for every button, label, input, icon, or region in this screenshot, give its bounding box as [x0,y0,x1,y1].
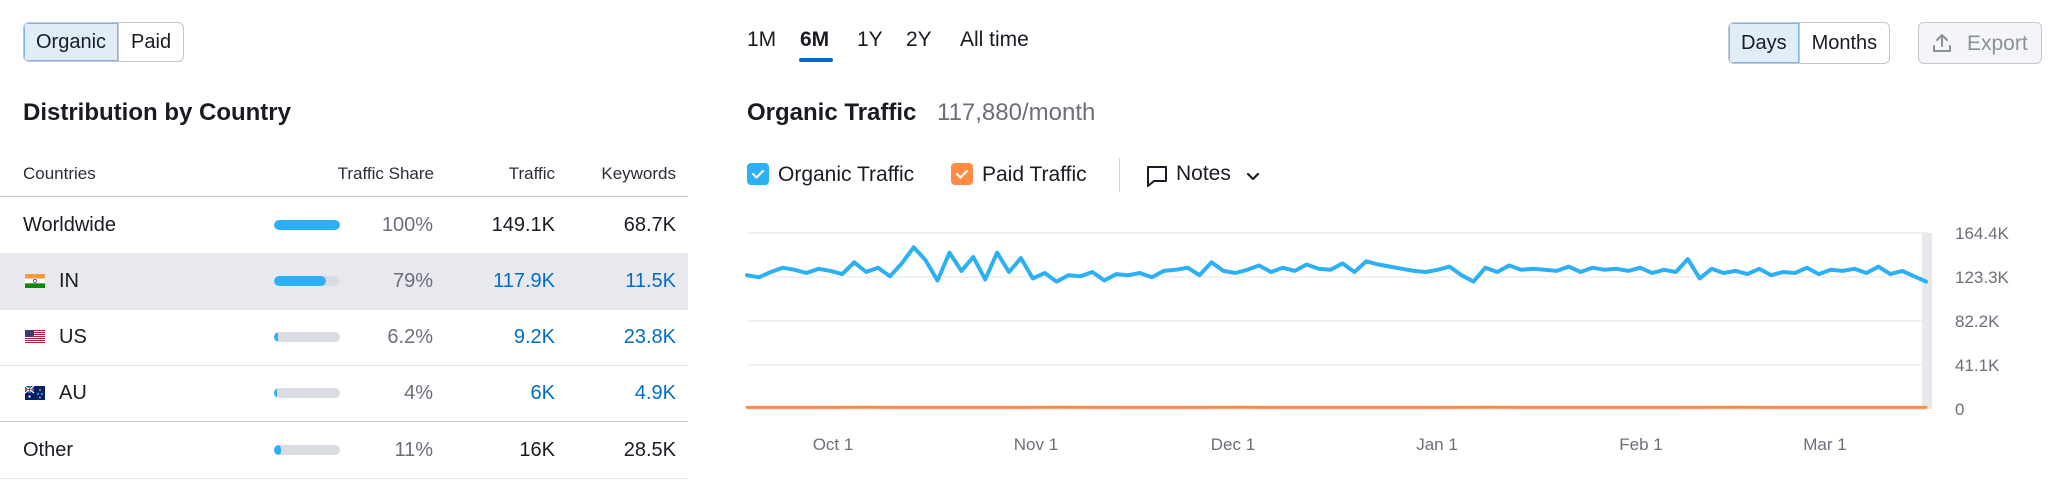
organic-traffic-line [745,245,1928,284]
legend-divider [1119,158,1120,192]
check-icon [955,169,969,179]
table-row[interactable]: US 6.2% 9.2K 23.8K [0,309,688,366]
traffic-value: 16K [519,439,555,461]
y-tick-label: 41.1K [1955,356,2000,375]
organic-button[interactable]: Organic [24,23,120,61]
granularity-toggle: Days Months [1728,22,1891,64]
usa-flag-icon [25,330,45,344]
paid-traffic-legend-label[interactable]: Paid Traffic [982,163,1087,186]
country-name: IN [59,270,79,292]
y-tick-label: 0 [1955,400,1964,419]
period-tab-6m[interactable]: 6M [800,28,830,51]
traffic-share-bar [274,276,340,286]
traffic-share-value: 6.2% [387,326,433,348]
traffic-share-value: 100% [381,214,433,236]
x-tick-label: Oct 1 [813,435,854,454]
y-tick-label: 123.3K [1955,268,2010,287]
export-label: Export [1967,32,2028,55]
traffic-share-value: 4% [404,382,433,404]
y-tick-label: 82.2K [1955,312,2000,331]
organic-traffic-legend-label[interactable]: Organic Traffic [778,163,915,186]
x-tick-label: Jan 1 [1416,435,1458,454]
country-name: US [59,326,87,348]
traffic-type-toggle: Organic Paid [23,22,185,62]
table-row[interactable]: Other 11% 16K 28.5K [0,421,688,479]
australia-flag-icon [25,386,45,400]
paid-traffic-checkbox[interactable] [951,163,973,185]
distribution-title: Distribution by Country [23,99,291,126]
notes-dropdown[interactable]: Notes [1145,162,1275,190]
paid-button[interactable]: Paid [131,31,172,53]
traffic-share-fill [274,388,277,398]
organic-traffic-checkbox[interactable] [747,163,769,185]
country-name: AU [59,382,87,404]
organic-traffic-value: 117,880/month [937,99,1096,126]
traffic-value[interactable]: 6K [530,382,555,404]
keywords-value[interactable]: 11.5K [625,270,676,292]
period-tab-2y[interactable]: 2Y [906,28,932,51]
traffic-share-value: 11% [394,439,433,461]
organic-traffic-title: Organic Traffic [747,99,917,126]
traffic-share-fill [274,276,327,286]
chevron-down-icon [1245,168,1261,189]
traffic-header: Traffic [508,164,555,183]
keywords-value[interactable]: 23.8K [623,326,676,348]
x-tick-label: Dec 1 [1211,435,1255,454]
x-tick-label: Nov 1 [1014,435,1058,454]
traffic-share-fill [274,332,279,342]
export-button[interactable]: Export [1918,22,2042,64]
country-name: Worldwide [23,214,116,236]
traffic-share-header: Traffic Share [337,164,434,183]
traffic-value[interactable]: 117.9K [493,270,555,292]
traffic-share-bar [274,388,340,398]
upload-icon [1931,32,1953,60]
india-flag-icon [25,274,45,288]
traffic-value: 149.1K [491,214,555,236]
check-icon [751,169,765,179]
chart-range-handle[interactable] [1922,233,1932,409]
countries-header: Countries [23,164,96,183]
keywords-value: 28.5K [623,439,676,461]
traffic-value[interactable]: 9.2K [513,326,555,348]
period-tab-1y[interactable]: 1Y [857,28,883,51]
keywords-header: Keywords [601,164,676,183]
table-row[interactable]: IN 79% 117.9K 11.5K [0,253,688,310]
traffic-share-fill [274,445,282,455]
days-button[interactable]: Days [1729,23,1800,63]
traffic-share-bar [274,445,340,455]
traffic-share-fill [274,220,340,230]
notes-label: Notes [1176,162,1231,185]
table-header-divider [0,196,688,197]
comment-icon [1145,164,1169,193]
keywords-value[interactable]: 4.9K [634,382,676,404]
keywords-value: 68.7K [623,214,676,236]
y-tick-label: 164.4K [1955,224,2010,243]
period-tab-1m[interactable]: 1M [747,28,777,51]
period-tab-all-time[interactable]: All time [960,28,1029,51]
traffic-share-bar [274,220,340,230]
months-button[interactable]: Months [1811,32,1878,54]
traffic-share-bar [274,332,340,342]
traffic-share-value: 79% [392,270,433,292]
x-tick-label: Mar 1 [1803,435,1846,454]
x-tick-label: Feb 1 [1619,435,1662,454]
period-active-indicator [799,58,833,62]
country-name: Other [23,439,74,461]
